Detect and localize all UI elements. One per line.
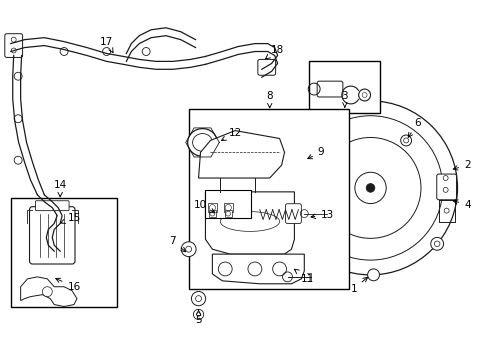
Text: 18: 18 <box>266 45 284 59</box>
Circle shape <box>103 48 111 55</box>
Circle shape <box>401 135 412 146</box>
Polygon shape <box>205 192 294 254</box>
Bar <box>309 62 380 113</box>
Bar <box>189 109 349 289</box>
Bar <box>225 210 232 217</box>
Text: 6: 6 <box>408 118 421 137</box>
Circle shape <box>14 115 22 123</box>
Bar <box>208 203 217 212</box>
Circle shape <box>368 269 379 281</box>
Circle shape <box>431 237 443 250</box>
Circle shape <box>194 309 204 320</box>
Bar <box>209 210 216 217</box>
Ellipse shape <box>193 134 212 151</box>
Text: 15: 15 <box>61 212 81 224</box>
Text: 12: 12 <box>221 127 242 140</box>
Polygon shape <box>21 277 77 306</box>
Text: 10: 10 <box>194 200 215 213</box>
Circle shape <box>14 156 22 164</box>
Circle shape <box>303 243 316 256</box>
Bar <box>11 198 118 306</box>
Text: 1: 1 <box>350 277 368 294</box>
Text: 2: 2 <box>453 160 471 170</box>
Text: 9: 9 <box>308 147 324 159</box>
Bar <box>205 190 251 217</box>
Circle shape <box>60 48 68 55</box>
Circle shape <box>272 262 287 276</box>
Text: 8: 8 <box>267 91 273 108</box>
Text: 17: 17 <box>100 37 113 53</box>
Circle shape <box>219 262 232 276</box>
FancyBboxPatch shape <box>286 204 301 224</box>
FancyBboxPatch shape <box>437 174 457 200</box>
Ellipse shape <box>188 129 218 156</box>
Circle shape <box>248 262 262 276</box>
Text: 4: 4 <box>453 200 471 210</box>
Polygon shape <box>212 254 304 284</box>
FancyBboxPatch shape <box>35 201 69 211</box>
Text: 14: 14 <box>53 180 67 197</box>
FancyBboxPatch shape <box>258 59 276 75</box>
Circle shape <box>142 48 150 55</box>
FancyBboxPatch shape <box>29 207 75 264</box>
Circle shape <box>366 184 375 192</box>
Circle shape <box>192 292 206 306</box>
Polygon shape <box>198 131 285 178</box>
Circle shape <box>308 115 321 128</box>
FancyBboxPatch shape <box>5 34 23 58</box>
Text: 3: 3 <box>342 91 348 107</box>
Text: 11: 11 <box>294 269 314 284</box>
Text: 16: 16 <box>56 278 81 292</box>
Text: 7: 7 <box>170 236 186 252</box>
Circle shape <box>14 72 22 80</box>
Bar <box>224 203 233 212</box>
Circle shape <box>181 242 196 257</box>
Text: 13: 13 <box>311 210 334 220</box>
Text: 5: 5 <box>195 310 202 325</box>
Circle shape <box>42 287 52 297</box>
